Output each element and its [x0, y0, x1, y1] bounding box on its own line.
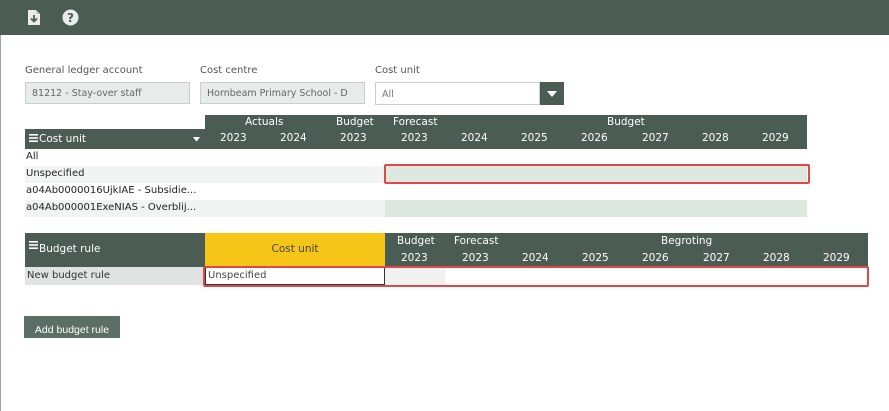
row-label: All: [26, 151, 39, 162]
download-icon[interactable]: [26, 9, 42, 26]
cost-unit-select[interactable]: All: [375, 82, 540, 105]
year-header: 2024: [522, 252, 549, 264]
cost-unit-cell-value: Unspecified: [208, 270, 267, 281]
actuals-group-header: Actuals: [245, 116, 284, 128]
year-header: 2028: [763, 252, 790, 264]
menu-icon[interactable]: [29, 134, 38, 142]
year-header: 2024: [461, 132, 488, 144]
year-header: 2026: [581, 132, 608, 144]
header-band-left-years: [205, 129, 385, 149]
year-header: 2023: [340, 132, 367, 144]
year-header: 2029: [762, 132, 789, 144]
row-label: Unspecified: [26, 168, 85, 179]
menu-icon[interactable]: [29, 241, 38, 249]
budget-rule-header-text: Budget rule: [39, 243, 101, 255]
begroting-group-header: Begroting: [661, 235, 713, 247]
budget-rule-row[interactable]: New budget rule: [25, 267, 205, 285]
year-header: 2028: [702, 132, 729, 144]
cost-unit-header-text: Cost unit: [39, 133, 87, 145]
row-label: a04Ab000001ExeNIAS - Overblij...: [26, 202, 197, 213]
budget-group-header: Budget: [336, 116, 374, 128]
top-toolbar: ?: [0, 0, 889, 35]
table-row[interactable]: [25, 183, 807, 200]
highlight-annotation: [384, 164, 810, 184]
svg-text:?: ?: [67, 11, 74, 25]
row-label: a04Ab0000016UjkIAE - Subsidie...: [26, 185, 197, 196]
year-header: 2029: [823, 252, 850, 264]
cost-unit-dropdown-button[interactable]: [540, 82, 564, 105]
rules-header-band: [385, 233, 868, 267]
forecast-cells[interactable]: [385, 166, 807, 183]
year-header: 2023: [462, 252, 489, 264]
cost-unit-label: Cost unit: [375, 65, 420, 76]
dropdown-arrow-icon: [547, 91, 557, 97]
forecast-cells[interactable]: [385, 200, 807, 217]
cost-unit-column-header[interactable]: Cost unit: [25, 129, 205, 149]
year-header: 2024: [280, 132, 307, 144]
budget-2023-cell[interactable]: [385, 267, 445, 285]
forecast-group-header: Forecast: [454, 235, 499, 247]
year-header: 2025: [521, 132, 548, 144]
year-header: 2026: [642, 252, 669, 264]
header-band-left: [205, 115, 385, 129]
forecast-group-header: Forecast: [393, 116, 438, 128]
year-header: 2023: [401, 132, 428, 144]
sort-arrow-icon[interactable]: [193, 137, 200, 142]
cost-centre-field[interactable]: Hornbeam Primary School - D: [200, 82, 365, 104]
year-header: 2027: [703, 252, 730, 264]
budget-rule-column-header[interactable]: Budget rule: [25, 233, 205, 267]
budget-group-header: Budget: [397, 235, 435, 247]
year-header: 2027: [642, 132, 669, 144]
add-budget-rule-button[interactable]: Add budget rule: [24, 316, 120, 338]
year-header: 2025: [582, 252, 609, 264]
cost-unit-header-highlighted[interactable]: Cost unit: [205, 233, 385, 267]
cost-unit-header-text: Cost unit: [271, 243, 319, 255]
year-header: 2023: [220, 132, 247, 144]
table-row[interactable]: [25, 149, 807, 166]
gl-account-label: General ledger account: [25, 65, 143, 76]
gl-account-field[interactable]: 81212 - Stay-over staff: [25, 82, 190, 104]
budget-rule-name: New budget rule: [27, 270, 111, 281]
help-icon[interactable]: ?: [62, 9, 79, 26]
cost-centre-label: Cost centre: [200, 65, 258, 76]
year-header: 2023: [401, 252, 428, 264]
frame-border: [0, 35, 1, 411]
budget-years-group-header: Budget: [607, 116, 645, 128]
highlight-annotation: [203, 266, 869, 287]
header-band-right: [385, 115, 807, 149]
